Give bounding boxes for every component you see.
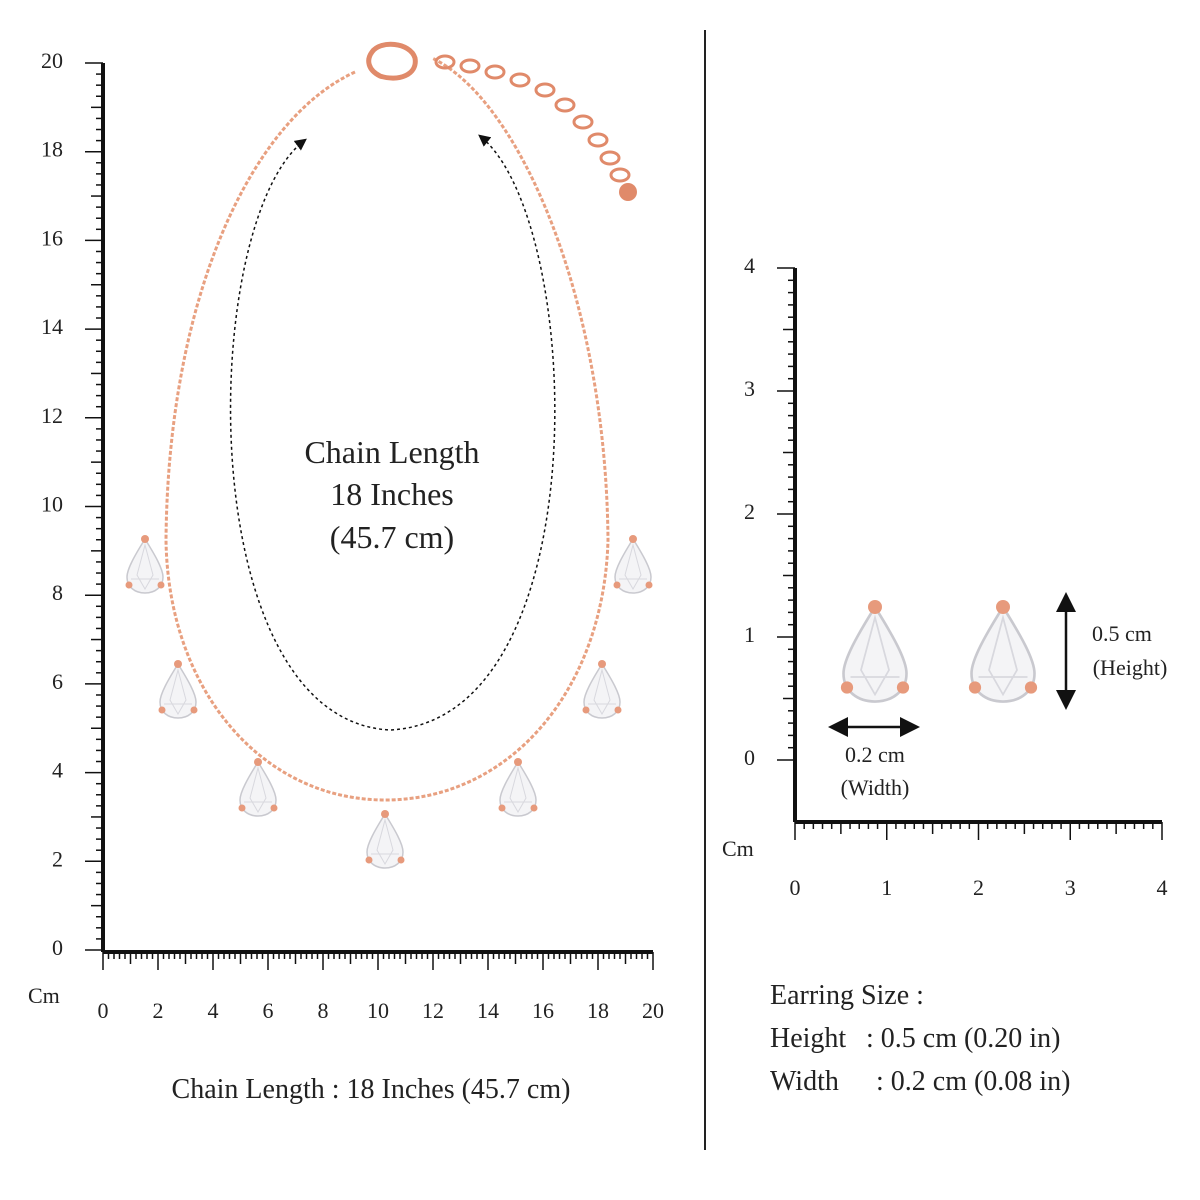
ruler-label: 2: [153, 998, 164, 1023]
ruler-label: 12: [422, 998, 444, 1023]
ruler-label: 4: [52, 758, 63, 783]
size-title: Earring Size :: [770, 980, 924, 1011]
ruler-label: 8: [52, 580, 63, 605]
ruler-label: 3: [744, 376, 755, 401]
pendant: [582, 660, 622, 719]
chain-link: [484, 64, 506, 80]
chain-link: [599, 150, 621, 166]
chain-link: [609, 167, 631, 183]
ruler-label: 20: [642, 998, 664, 1023]
chain-link: [459, 58, 481, 74]
necklace: [164, 41, 637, 802]
overlay-text: (45.7 cm): [330, 519, 454, 555]
ruler-label: 0: [52, 935, 63, 960]
ruler-label: 1: [881, 875, 892, 900]
ruler-label: 10: [367, 998, 389, 1023]
ruler-label: 12: [41, 403, 63, 428]
ruler-label: 16: [532, 998, 554, 1023]
pendant: [365, 810, 405, 869]
ruler-label: 0: [98, 998, 109, 1023]
pendants: [125, 535, 653, 869]
ruler-unit: Cm: [28, 983, 60, 1008]
chain-link: [509, 72, 531, 88]
ruler-label: 2: [973, 875, 984, 900]
ruler-unit: Cm: [722, 836, 754, 861]
pendant: [613, 535, 653, 594]
chain-link: [434, 54, 456, 70]
ruler-label: 2: [52, 846, 63, 871]
overlay-text: Chain Length: [304, 434, 479, 470]
chain-link: [554, 97, 576, 113]
ruler-label: 4: [208, 998, 219, 1023]
pendant: [125, 535, 165, 594]
width-label: 0.2 cm: [845, 742, 905, 767]
size-key: Width: [770, 1066, 839, 1097]
size-value: : 0.5 cm (0.20 in): [866, 1023, 1060, 1054]
ruler-label: 3: [1065, 875, 1076, 900]
pendant: [158, 660, 198, 719]
ruler-label: 8: [318, 998, 329, 1023]
height-label: (Height): [1093, 655, 1168, 680]
ruler-label: 6: [263, 998, 274, 1023]
ruler-label: 18: [587, 998, 609, 1023]
ruler-label: 14: [41, 314, 63, 339]
ruler-label: 20: [41, 48, 63, 73]
chain-link: [587, 132, 609, 148]
ruler-label: 16: [41, 225, 63, 250]
ruler-label: 6: [52, 669, 63, 694]
ruler-label: 10: [41, 492, 63, 517]
height-label: 0.5 cm: [1092, 621, 1152, 646]
chain-link: [572, 114, 594, 130]
pendant: [238, 758, 278, 817]
ruler-label: 4: [744, 253, 755, 278]
width-label: (Width): [841, 775, 910, 800]
ruler-label: 14: [477, 998, 499, 1023]
overlay-text: 18 Inches: [330, 476, 454, 512]
pendant: [498, 758, 538, 817]
ruler-label: 18: [41, 137, 63, 162]
size-value: : 0.2 cm (0.08 in): [876, 1066, 1070, 1097]
ruler-label: 0: [790, 875, 801, 900]
ruler-label: 0: [744, 745, 755, 770]
size-key: Height: [770, 1023, 846, 1054]
ruler-label: 1: [744, 622, 755, 647]
ruler-label: 2: [744, 499, 755, 524]
ruler-label: 4: [1157, 875, 1168, 900]
chain-link: [534, 82, 556, 98]
extension-chain: [434, 54, 631, 183]
earrings: [840, 600, 1038, 703]
caption: Chain Length : 18 Inches (45.7 cm): [172, 1074, 571, 1105]
